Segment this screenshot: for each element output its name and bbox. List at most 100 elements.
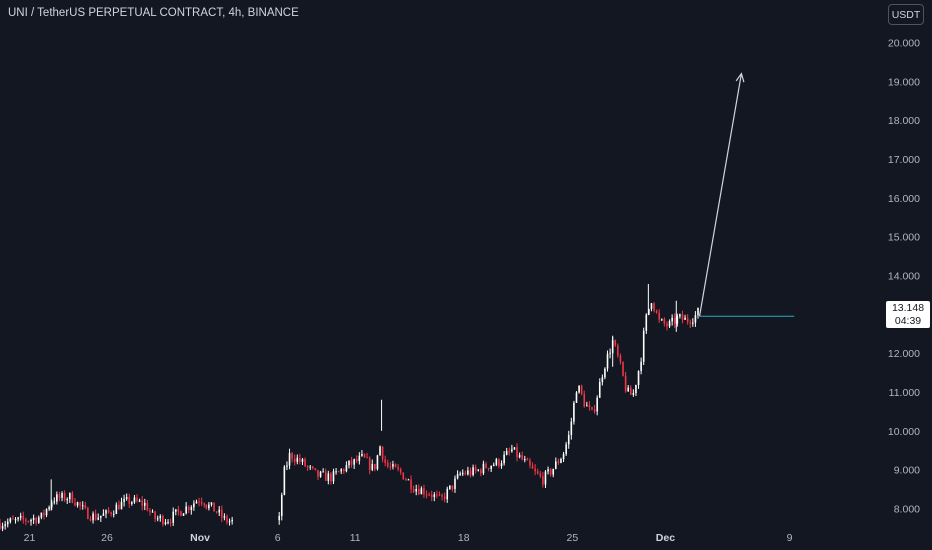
candle-body (423, 488, 425, 495)
candle-body (511, 449, 513, 452)
candle-body (48, 507, 50, 510)
candle-body (578, 385, 580, 393)
candle-body (319, 471, 322, 477)
candle-body (464, 472, 467, 475)
candle-body (653, 303, 655, 311)
candle-body (588, 405, 591, 408)
candle-body (363, 454, 366, 458)
candle-body (19, 515, 22, 518)
candle-body (120, 501, 123, 510)
price-tick-label: 14.000 (888, 271, 920, 283)
candle-body (518, 455, 521, 458)
candle-body (133, 497, 136, 503)
candle-body (660, 319, 663, 321)
candle-body (43, 512, 45, 516)
candle-body (22, 515, 25, 520)
candle-body (167, 522, 169, 524)
price-axis: 8.0009.00010.00011.00012.00013.00014.000… (888, 38, 920, 516)
candle-body (56, 494, 58, 502)
candle-body (632, 393, 635, 395)
candle-body (601, 377, 604, 382)
candle-body (301, 459, 304, 462)
candle-body (684, 317, 686, 320)
candle-body (314, 468, 317, 471)
candle-body (208, 504, 210, 509)
candle-body (226, 516, 228, 523)
candle-body (441, 494, 443, 497)
candle-body (513, 447, 516, 450)
candle-body (609, 352, 611, 354)
candle-body (655, 310, 658, 313)
candle-body (348, 460, 350, 466)
candle-body (617, 345, 619, 356)
candle-body (689, 322, 692, 324)
candle-body (606, 353, 609, 369)
candle-body (645, 314, 648, 331)
candle-body (508, 451, 511, 453)
time-tick-label: 9 (787, 532, 793, 544)
candle-body (366, 457, 368, 459)
candle-body (53, 501, 56, 503)
candle-body (428, 494, 430, 496)
candle-body (544, 471, 547, 485)
candle-body (71, 492, 74, 503)
candle-body (604, 368, 606, 378)
candle-body (136, 497, 138, 502)
candle-body (327, 473, 330, 481)
time-axis: 21 26 Nov 6 11 18 25 Dec 9 (24, 532, 793, 544)
candle-body (614, 340, 617, 346)
candle-body (25, 519, 27, 522)
candle-body (0, 523, 1, 529)
candle-body (68, 492, 71, 500)
candle-body (228, 521, 231, 523)
candle-body (215, 511, 218, 513)
candle-body (547, 469, 549, 472)
candle-body (312, 466, 314, 469)
candle-body (198, 501, 200, 503)
time-tick-label: 6 (275, 532, 281, 544)
candle-body (164, 522, 167, 525)
candle-body (37, 517, 40, 523)
candle-body (32, 517, 35, 520)
candle-body (118, 504, 120, 510)
candle-body (210, 502, 213, 505)
candle-body (583, 394, 586, 407)
candle-body (154, 511, 156, 519)
candle-body (531, 465, 534, 469)
candle-body (459, 473, 461, 475)
candle-body (128, 497, 131, 504)
candle-body (549, 469, 552, 475)
candle-body (562, 453, 565, 460)
candle-body (231, 519, 233, 522)
currency-button[interactable]: USDT (888, 4, 924, 25)
candle-body (185, 506, 187, 514)
candle-body (350, 460, 353, 465)
candle-body (50, 502, 53, 508)
candle-body (76, 502, 79, 506)
candle-body (74, 502, 76, 506)
candle-body (436, 494, 438, 496)
candle-body (485, 463, 487, 468)
candle-body (89, 519, 92, 521)
candle-series (0, 284, 699, 532)
candle-body (480, 469, 482, 474)
candle-body (332, 471, 335, 482)
candle-body (650, 303, 653, 309)
candle-body (386, 462, 389, 467)
time-tick-label: 25 (567, 532, 579, 544)
candle-body (490, 465, 492, 470)
price-tick-label: 17.000 (888, 154, 920, 166)
candle-body (430, 494, 433, 498)
candle-body (681, 314, 684, 320)
candle-body (593, 409, 596, 412)
candle-body (12, 518, 14, 520)
candle-body (474, 467, 477, 471)
candle-body (629, 387, 632, 395)
candle-body (461, 472, 464, 474)
candle-body (596, 397, 598, 412)
candle-body (469, 470, 472, 475)
candle-body (376, 455, 379, 470)
candle-body (555, 461, 557, 469)
time-tick-label: 21 (24, 532, 36, 544)
